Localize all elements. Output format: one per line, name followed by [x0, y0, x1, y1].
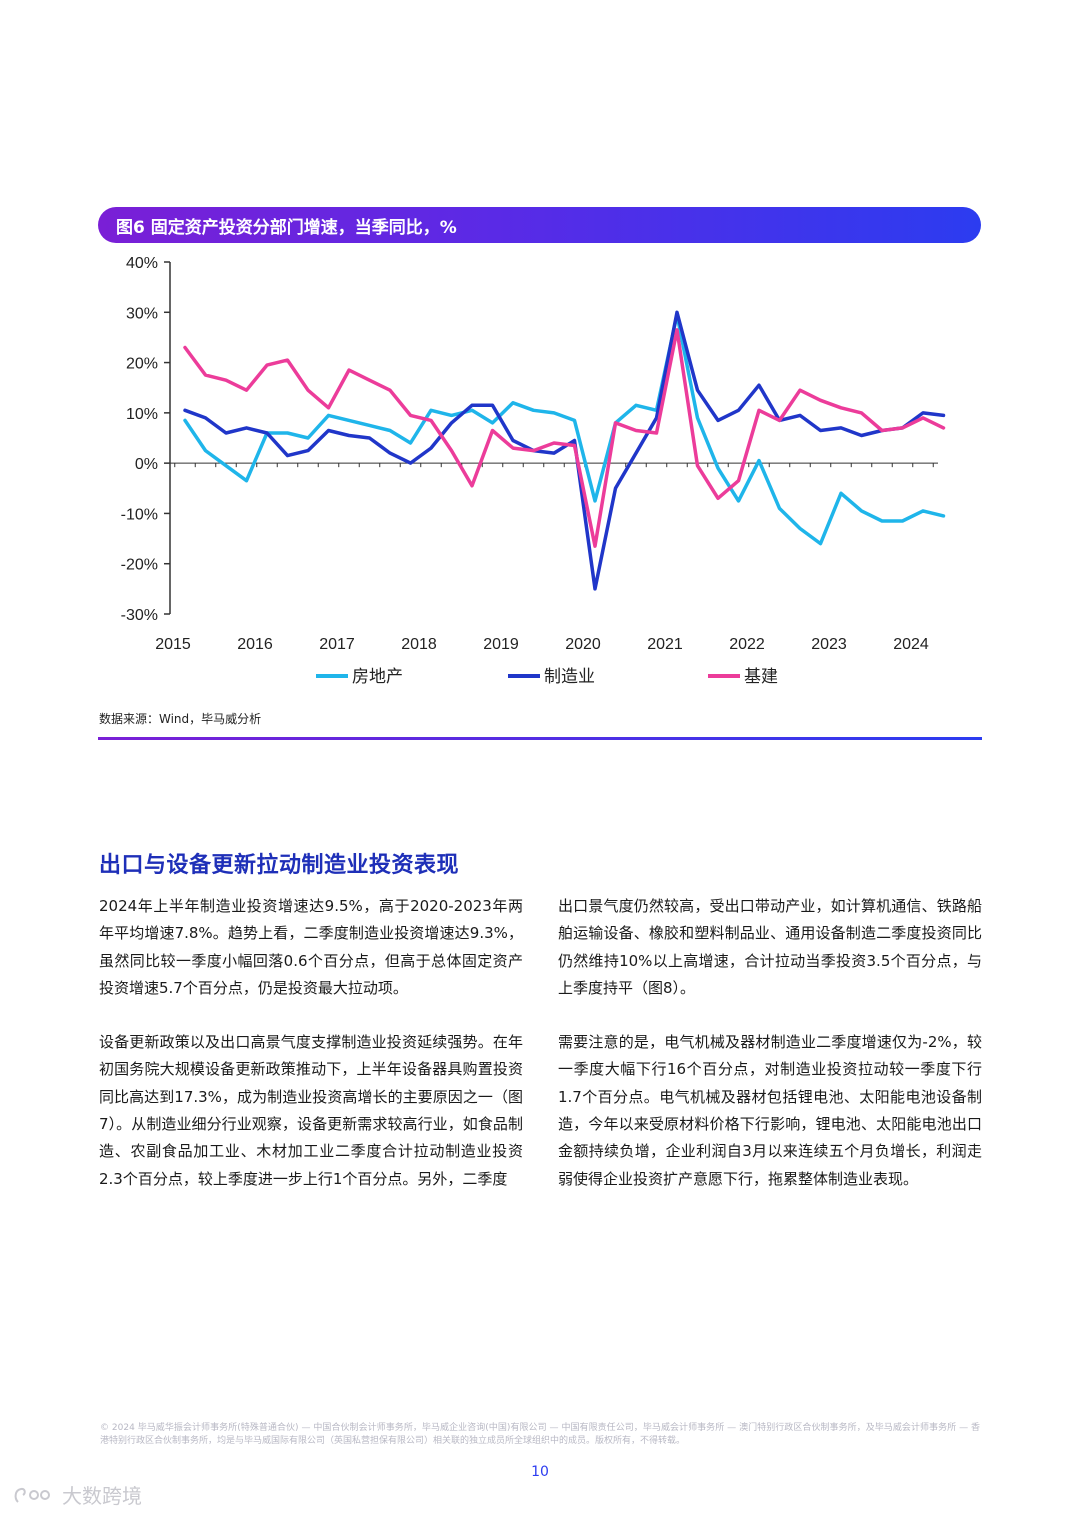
x-tick-label: 2015 — [155, 636, 191, 653]
series-line-房地产 — [183, 313, 946, 546]
x-tick-label: 2022 — [729, 636, 765, 653]
paragraph: 需要注意的是，电气机械及器材制造业二季度增速仅为-2%，较一季度大幅下行16个百… — [558, 1033, 982, 1188]
legend-label: 制造业 — [544, 667, 595, 686]
legend-label: 房地产 — [352, 667, 403, 686]
x-tick-label: 2021 — [647, 636, 683, 653]
y-tick-label: 10% — [126, 406, 158, 423]
y-tick-label: -30% — [121, 607, 158, 624]
figure-title: 图6 固定资产投资分部门增速，当季同比，% — [116, 217, 457, 238]
watermark-text: 大数跨境 — [62, 1484, 142, 1508]
figure-title-banner: 图6 固定资产投资分部门增速，当季同比，% — [98, 207, 981, 243]
x-tick-label: 2020 — [565, 636, 601, 653]
legend-label: 基建 — [744, 667, 778, 686]
x-tick-label: 2017 — [319, 636, 355, 653]
copyright-notice: © 2024 毕马威华振会计师事务所(特殊普通合伙) — 中国合伙制会计师事务所… — [100, 1423, 980, 1446]
watermark: 大数跨境 — [12, 1480, 142, 1509]
series-line-基建 — [183, 328, 946, 548]
y-tick-label: -20% — [121, 557, 158, 574]
figure-source: 数据来源：Wind，毕马威分析 — [99, 712, 262, 726]
y-tick-label: 0% — [135, 456, 158, 473]
paragraph: 出口景气度仍然较高，受出口带动产业，如计算机通信、铁路船舶运输设备、橡胶和塑料制… — [558, 897, 982, 997]
y-tick-label: 30% — [126, 305, 158, 322]
y-tick-label: -10% — [121, 506, 158, 523]
figure-divider — [98, 737, 982, 740]
text-column-left: 2024年上半年制造业投资增速达9.5%，高于2020-2023年两年平均增速7… — [99, 893, 523, 1220]
y-tick-label: 40% — [126, 255, 158, 272]
x-tick-label: 2024 — [893, 636, 929, 653]
investment-growth-line-chart: 40% 30% 20% 10% 0% -10% -20% -30% 2015 2016 2017 20… — [121, 255, 946, 686]
x-tick-label: 2016 — [237, 636, 273, 653]
paragraph: 2024年上半年制造业投资增速达9.5%，高于2020-2023年两年平均增速7… — [99, 897, 523, 997]
x-tick-label: 2023 — [811, 636, 847, 653]
paragraph: 设备更新政策以及出口高景气度支撑制造业投资延续强势。在年初国务院大规模设备更新政… — [99, 1033, 523, 1188]
y-tick-label: 20% — [126, 356, 158, 373]
text-column-right: 出口景气度仍然较高，受出口带动产业，如计算机通信、铁路船舶运输设备、橡胶和塑料制… — [558, 893, 982, 1220]
x-tick-label: 2018 — [401, 636, 437, 653]
series-line-制造业 — [183, 310, 946, 591]
page-number: 10 — [531, 1464, 549, 1480]
x-tick-label: 2019 — [483, 636, 519, 653]
watermark-logo-icon — [14, 1487, 50, 1503]
section-title: 出口与设备更新拉动制造业投资表现 — [99, 853, 460, 878]
